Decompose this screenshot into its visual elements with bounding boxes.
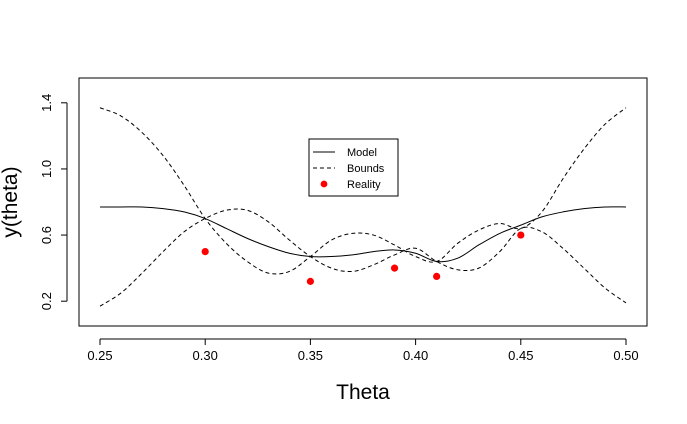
reality-point: [390, 264, 399, 272]
y-tick-label: 0.2: [39, 292, 54, 310]
y-axis-title: y(theta): [0, 166, 22, 237]
x-axis: 0.25 0.30 0.35 0.40 0.45 0.50: [87, 338, 639, 363]
points-layer: [201, 231, 525, 285]
legend-label-reality: Reality: [347, 179, 381, 191]
plot-frame: [78, 77, 648, 327]
reality-point: [306, 277, 314, 285]
legend-label-bounds: Bounds: [347, 163, 385, 175]
reality-point: [201, 248, 209, 256]
x-tick-label: 0.50: [613, 348, 638, 363]
x-tick-label: 0.40: [403, 348, 428, 363]
reality-point: [433, 272, 441, 280]
legend-label-model: Model: [347, 147, 377, 159]
series-layer: [99, 107, 627, 307]
x-tick-label: 0.35: [298, 348, 323, 363]
reality-point: [517, 231, 525, 239]
y-tick-label: 1.0: [39, 160, 54, 178]
legend: Model Bounds Reality: [308, 138, 399, 197]
x-tick-label: 0.45: [508, 348, 533, 363]
x-axis-title: Theta: [336, 381, 390, 404]
model-line: [99, 206, 627, 263]
bounds-line: [99, 107, 627, 275]
y-axis: 0.2 0.6 1.0 1.4: [39, 94, 68, 310]
x-tick-label: 0.30: [193, 348, 218, 363]
legend-symbol-reality: [320, 180, 328, 188]
bounds-line: [99, 208, 627, 307]
y-tick-label: 1.4: [39, 94, 54, 112]
y-tick-label: 0.6: [39, 226, 54, 244]
x-tick-label: 0.25: [87, 348, 112, 363]
